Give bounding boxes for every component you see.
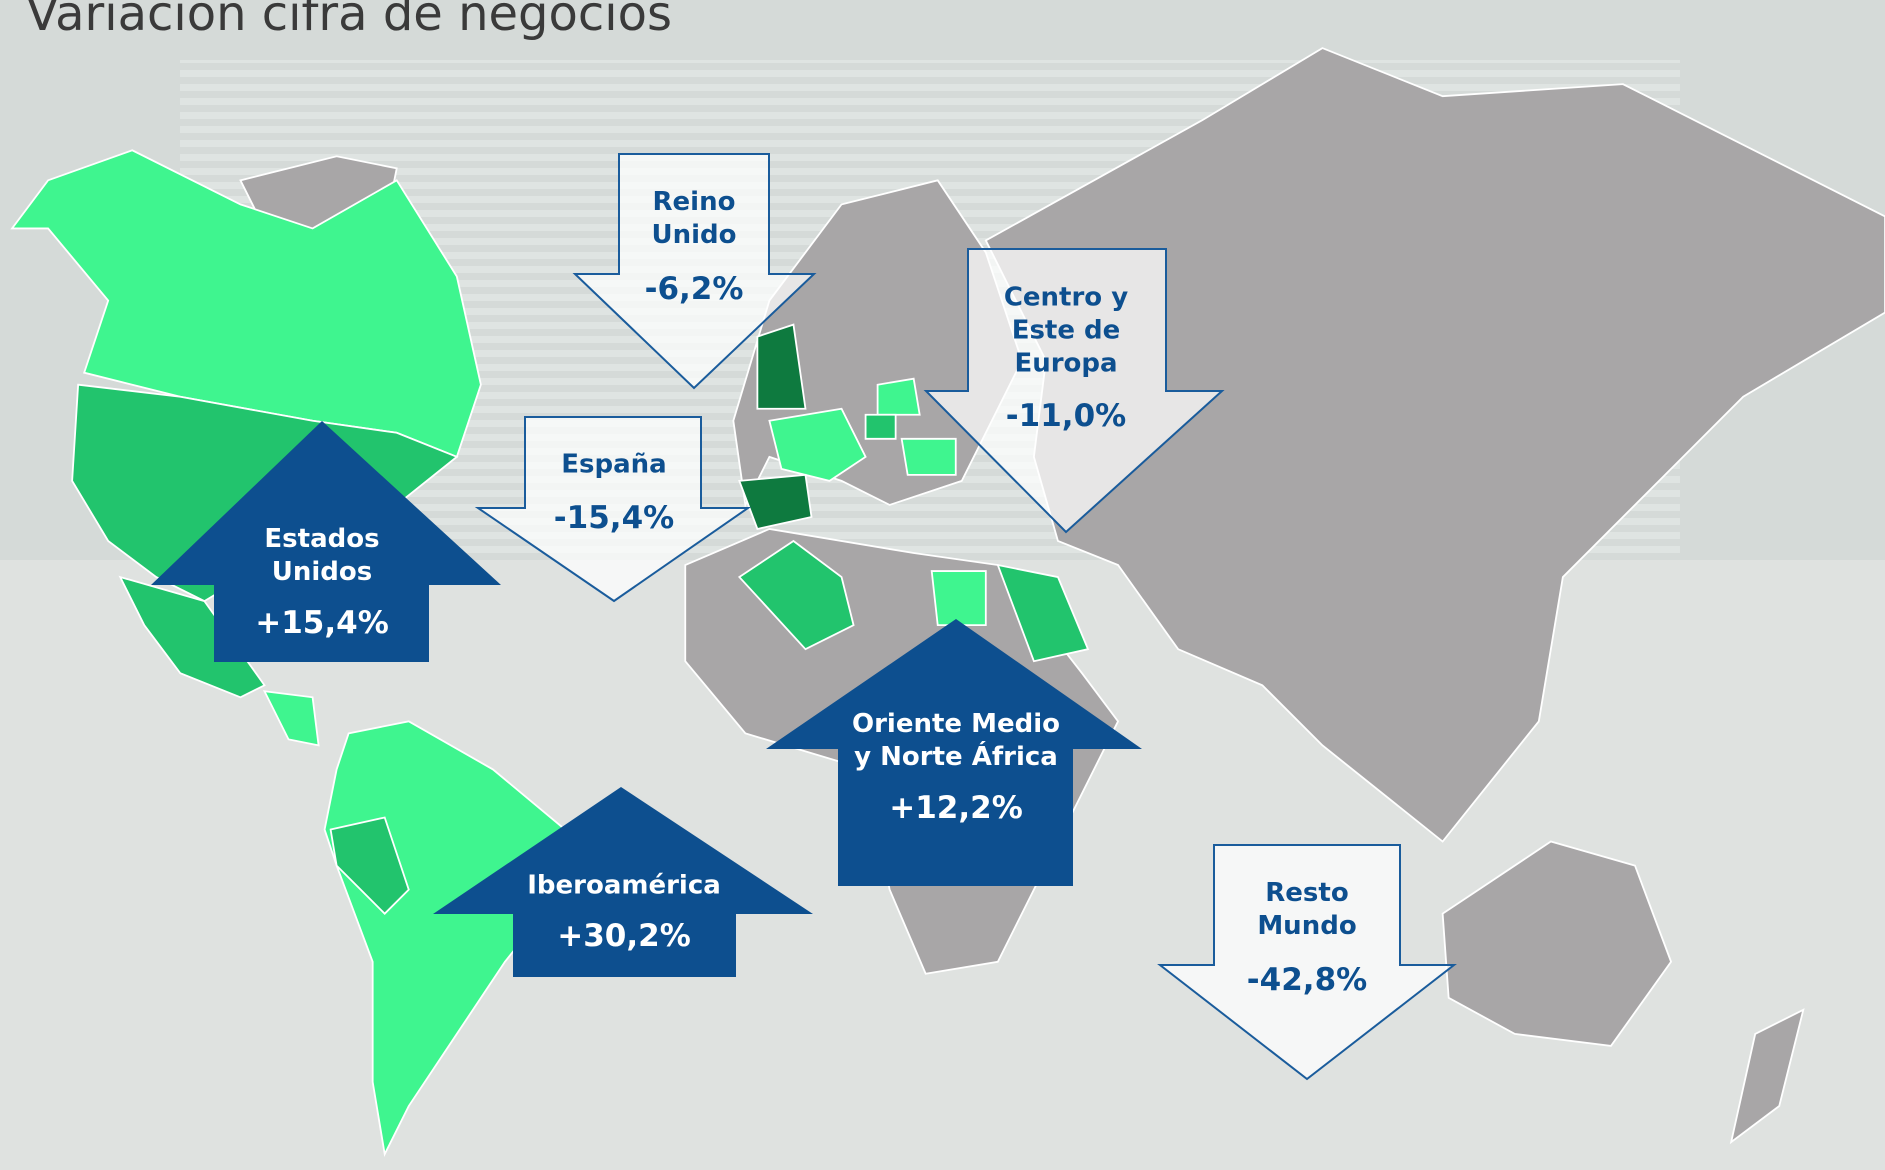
region-name: Reino Unido <box>651 186 736 252</box>
page-title: Variación cifra de negocios <box>26 0 672 42</box>
region-change: +12,2% <box>889 790 1023 826</box>
region-change: +15,4% <box>255 605 389 641</box>
region-change: -15,4% <box>554 500 674 536</box>
map-page: Variación cifra de negocios Reino Unido -… <box>0 0 1885 1170</box>
region-change: -42,8% <box>1247 962 1367 998</box>
region-name: Resto Mundo <box>1257 877 1356 943</box>
region-name: Estados Unidos <box>264 523 379 589</box>
region-change: +30,2% <box>557 918 691 954</box>
region-name: España <box>561 449 666 482</box>
region-name: Iberoamérica <box>527 870 721 903</box>
region-name: Centro y Este de Europa <box>1004 282 1128 381</box>
region-name: Oriente Medio y Norte África <box>852 708 1060 774</box>
region-change: -6,2% <box>645 271 744 307</box>
region-change: -11,0% <box>1006 398 1126 434</box>
